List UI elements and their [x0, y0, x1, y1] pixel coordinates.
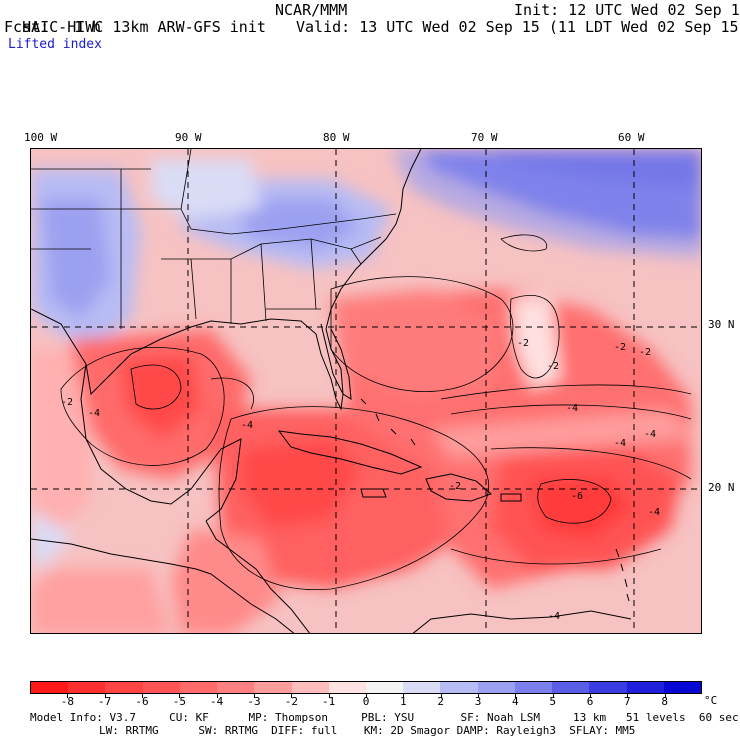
colorbar-tick	[179, 694, 181, 698]
lon-label-60w: 60 W	[618, 131, 645, 144]
contour-label: -2	[517, 338, 529, 349]
colorbar-segment	[179, 682, 218, 693]
lon-label-100w: 100 W	[24, 131, 58, 144]
color-field	[31, 149, 701, 633]
colorbar-segment	[68, 682, 106, 693]
colorbar-segment	[142, 682, 180, 693]
contour-label: -2	[614, 342, 626, 353]
colorbar-segment	[552, 682, 590, 693]
contour-label: -4	[548, 611, 560, 622]
colorbar-tick-label: -2	[284, 695, 298, 708]
org-label: NCAR/MMM	[275, 1, 348, 19]
colorbar-tick	[67, 694, 69, 698]
contour-label: -2	[61, 397, 73, 408]
lon-label-80w: 80 W	[323, 131, 350, 144]
colorbar-tick	[440, 694, 442, 698]
colorbar-tick-label: -4	[210, 695, 224, 708]
forecast-label: Fcst:	[4, 18, 50, 36]
colorbar-tick-label: -3	[247, 695, 261, 708]
colorbar-tick	[664, 694, 666, 698]
lat-label-20n: 20 N	[708, 481, 735, 494]
lon-label-70w: 70 W	[471, 131, 498, 144]
colorbar-segment	[514, 682, 553, 693]
colorbar-tick-label: 0	[362, 695, 370, 708]
colorbar-tick	[366, 694, 367, 698]
colorbar-tick	[478, 694, 479, 698]
contour-label: -2	[449, 481, 461, 492]
title-text: HAIC-HIWC 13km ARW-GFS init	[22, 18, 266, 36]
colorbar-tick	[328, 694, 330, 698]
valid-time: Valid: 13 UTC Wed 02 Sep 15 (11 LDT Wed …	[296, 18, 740, 36]
colorbar-tick-label: -7	[98, 695, 112, 708]
contour-label: -4	[241, 420, 253, 431]
contour-label: -4	[648, 507, 660, 518]
init-time: Init: 12 UTC Wed 02 Sep 15	[514, 1, 740, 19]
colorbar-segment	[477, 682, 515, 693]
colorbar-segment	[403, 682, 441, 693]
contour-label: -2	[547, 361, 559, 372]
colorbar-segment	[626, 682, 664, 693]
colorbar-tick-label: -5	[172, 695, 186, 708]
contour-labels: -2 -2 -2 -2 -2 -4 -4 -4 -4 -4 -4 -6 -4 -…	[61, 338, 660, 622]
colorbar-tick-label: -8	[60, 695, 74, 708]
colorbar-segment	[663, 682, 701, 693]
colorbar-segment	[328, 682, 366, 693]
contour-label: -4	[566, 403, 578, 414]
colorbar-tick-label: -6	[135, 695, 149, 708]
colorbar-tick	[515, 694, 517, 698]
colorbar-tick	[142, 694, 143, 698]
state-borders	[31, 149, 397, 329]
coastlines	[31, 149, 632, 633]
colorbar-segment	[589, 682, 627, 693]
colorbar-segment	[291, 682, 329, 693]
colorbar-tick-label: 7	[624, 695, 631, 708]
lon-label-90w: 90 W	[175, 131, 202, 144]
colorbar-tick	[552, 694, 554, 698]
colorbar-tick-label: 8	[661, 695, 668, 708]
colorbar-tick-label: -1	[322, 695, 336, 708]
colorbar	[30, 681, 702, 694]
colorbar-tick	[403, 694, 405, 698]
forecast-hour: 1 h	[74, 18, 102, 36]
contour-label: -4	[614, 438, 626, 449]
contours	[60, 234, 692, 591]
lifted-index-map: -2 -2 -2 -2 -2 -4 -4 -4 -4 -4 -4 -6 -4 -…	[30, 148, 702, 634]
contour-label: -4	[644, 429, 656, 440]
colorbar-tick-label: 4	[512, 695, 519, 708]
contour-label: -6	[571, 491, 583, 502]
contour-label: -2	[639, 347, 651, 358]
colorbar-segment	[365, 682, 404, 693]
colorbar-tick	[590, 694, 591, 698]
colorbar-tick-label: 1	[400, 695, 407, 708]
field-name: Lifted index	[8, 37, 102, 52]
colorbar-tick-label: 6	[586, 695, 594, 708]
colorbar-tick	[254, 694, 255, 698]
colorbar-tick-label: 3	[474, 695, 482, 708]
colorbar-tick	[627, 694, 629, 698]
lat-label-30n: 30 N	[708, 318, 735, 331]
colorbar-segment	[217, 682, 255, 693]
colorbar-segment	[440, 682, 478, 693]
colorbar-segment	[254, 682, 292, 693]
colorbar-tick	[216, 694, 218, 698]
map-graphic: -2 -2 -2 -2 -2 -4 -4 -4 -4 -4 -4 -6 -4 -…	[31, 149, 701, 633]
contour-label: -4	[88, 408, 100, 419]
colorbar-segment	[105, 682, 143, 693]
colorbar-unit: °C	[704, 694, 718, 707]
colorbar-tick-label: 5	[549, 695, 556, 708]
colorbar-tick	[104, 694, 106, 698]
colorbar-tick-label: 2	[437, 695, 444, 708]
model-info-line2: LW: RRTMG SW: RRTMG DIFF: full KM: 2D Sm…	[99, 724, 636, 737]
model-title: HAIC-HIWC 13km ARW-GFS init	[4, 2, 266, 36]
colorbar-segment	[31, 682, 69, 693]
model-info-line1: Model Info: V3.7 CU: KF MP: Thompson PBL…	[30, 711, 739, 724]
colorbar-tick	[291, 694, 293, 698]
